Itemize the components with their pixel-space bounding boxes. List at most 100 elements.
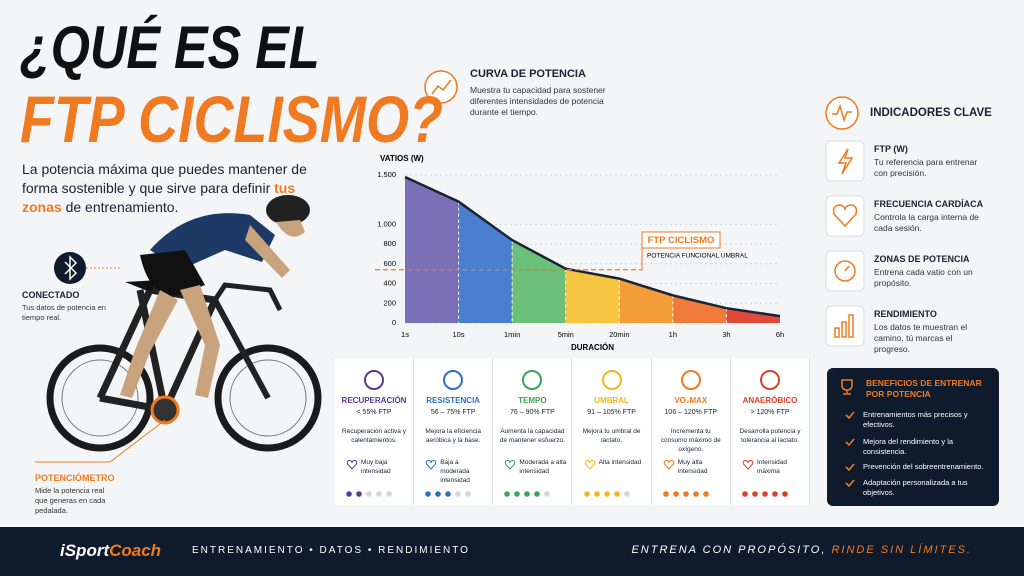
benefit-text: Mejora del rendimiento y la consistencia… <box>863 437 954 456</box>
intensity-dot <box>425 491 431 497</box>
y-tick-label: 400 <box>383 279 396 288</box>
intensity-dot <box>465 491 471 497</box>
zone-icon <box>601 370 622 390</box>
indicator-text: Tu referencia para entrenar con precisió… <box>874 157 978 178</box>
zone-intensity: Alta intensidad <box>598 459 642 466</box>
indicator-text: Los datos te muestran el camino, tú marc… <box>874 322 968 354</box>
slogan-part: RINDE SIN LÍMITES. <box>831 544 972 556</box>
zone-icon <box>364 370 384 390</box>
ftp-subtitle: POTENCIA FUNCIONAL UMBRAL <box>647 253 748 260</box>
zone-area <box>619 278 673 323</box>
zone-description: Mejora la eficiencia aeróbica y la base. <box>425 428 481 444</box>
zone-icon <box>680 370 701 390</box>
check-glyph <box>845 479 855 488</box>
zone-area <box>512 240 566 323</box>
intensity-dots <box>346 491 392 497</box>
zone-intensity: Muy baja intensidad <box>361 459 391 475</box>
intensity-dot <box>544 491 551 497</box>
zone-name: TEMPO <box>518 396 547 405</box>
description-text: La potencia máxima que puedes mantener d… <box>22 161 307 196</box>
intensity-icon <box>346 459 358 470</box>
zone-name: ANAERÓBICO <box>742 396 798 405</box>
x-tick-label: 1s <box>401 330 409 339</box>
intensity-glyph <box>663 459 675 470</box>
indicator-text: Controla la carga interna de cada sesión… <box>874 212 979 233</box>
benefit-text: Entrenamientos más precisos y efectivos. <box>863 410 968 429</box>
y-tick-label: 1.500 <box>377 170 396 179</box>
intensity-icon <box>584 459 595 470</box>
intensity-dot <box>534 491 541 497</box>
curve-title: CURVA DE POTENCIA <box>470 68 586 80</box>
y-tick-label: 0 <box>392 318 396 327</box>
power-curve <box>404 175 781 318</box>
intensity-glyph <box>584 459 595 470</box>
intensity-dot <box>583 491 590 497</box>
intensity-dot <box>682 491 689 497</box>
intensity-glyph <box>505 459 516 470</box>
ftp-title: FTP CICLISMO <box>648 235 715 246</box>
curve-icon <box>424 70 458 104</box>
indicator-title: FRECUENCIA CARDÍACA <box>874 199 984 209</box>
intensity-dot <box>672 491 679 497</box>
benefit-text: Adaptación personalizada a tus objetivos… <box>863 478 968 497</box>
zone-range: 56 – 75% FTP <box>430 409 476 416</box>
indicator-title: ZONAS DE POTENCIA <box>874 254 970 264</box>
curve-glyph <box>431 79 452 95</box>
intensity-dots <box>425 491 471 497</box>
bluetooth-glyph <box>64 255 78 281</box>
indicator-text: Entrena cada vatio con un propósito. <box>874 267 973 288</box>
intensity-icon <box>742 459 754 470</box>
callout-line <box>35 419 166 463</box>
zone-intensity: Intensidad máxima <box>757 459 787 475</box>
zone-card: RECUPERACIÓN < 55% FTP Recuperación activa… <box>335 358 414 505</box>
zone-range: 76 – 90% FTP <box>510 409 555 416</box>
intensity-dots <box>504 491 551 497</box>
intensity-dot <box>772 491 778 497</box>
benefits-box: BENEFICIOS DE ENTRENAR POR POTENCIA Entr… <box>827 368 999 506</box>
callout-title: POTENCIÓMETRO <box>35 473 115 483</box>
intensity-dot <box>445 491 451 497</box>
logo: iSportCoach <box>60 541 161 561</box>
zone-icon <box>760 370 780 390</box>
zone-icon-ring <box>601 370 622 390</box>
intensity-dot <box>752 491 758 497</box>
intensity-glyph <box>742 459 754 470</box>
zone-range: > 120% FTP <box>750 409 790 416</box>
intensity-dots <box>742 491 788 497</box>
intensity-dot <box>366 491 372 497</box>
intensity-dot <box>742 491 748 497</box>
zone-name: VO₂MAX <box>674 396 708 405</box>
zone-icon-ring <box>443 370 464 390</box>
benefits-title: BENEFICIOS DE ENTRENAR POR POTENCIA <box>866 378 982 399</box>
intensity-dot <box>662 491 669 497</box>
cyclist <box>46 195 322 452</box>
intensity-dot <box>455 491 461 497</box>
intensity-dot <box>504 491 511 497</box>
zone-range: < 55% FTP <box>356 409 392 416</box>
y-tick-label: 200 <box>383 298 396 307</box>
tagline: ENTRENAMIENTO • DATOS • RENDIMIENTO <box>192 545 470 556</box>
x-tick-label: 6h <box>776 330 784 339</box>
intensity-icon <box>505 459 516 470</box>
check-icon <box>845 411 855 420</box>
x-tick-label: 5min <box>558 330 574 339</box>
zone-icon <box>522 370 543 390</box>
intensity-icon <box>425 459 437 470</box>
check-icon <box>845 479 855 488</box>
check-icon <box>845 438 855 447</box>
zone-icon-ring <box>522 370 543 390</box>
x-tick-label: 1min <box>504 330 520 339</box>
x-tick-label: 3h <box>722 330 730 339</box>
zone-description: Desarrolla potencia y tolerancia al lact… <box>739 428 801 444</box>
zone-area <box>405 176 459 323</box>
zone-icon-ring <box>760 370 780 390</box>
x-axis-label: DURACIÓN <box>571 343 614 352</box>
intensity-icon <box>663 459 675 470</box>
indicators-title: INDICADORES CLAVE <box>870 107 992 119</box>
zone-name: RECUPERACIÓN <box>341 396 407 405</box>
intensity-glyph <box>425 459 437 470</box>
indicator-glyph <box>832 103 852 123</box>
intensity-dot <box>524 491 531 497</box>
indicator-glyphs <box>832 148 858 338</box>
